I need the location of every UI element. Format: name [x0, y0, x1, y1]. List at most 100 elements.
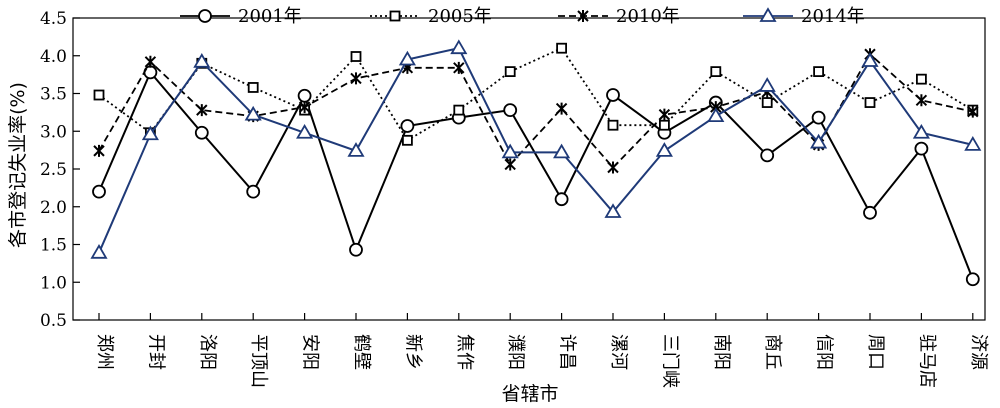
- point-1-10: [607, 119, 619, 131]
- x-tick-label-11: 三门峡: [659, 334, 680, 388]
- point-3-14: [810, 133, 828, 149]
- series-line-1: [98, 47, 974, 142]
- x-tick-label-3: 平顶山: [248, 334, 269, 388]
- legend-label-1: 2005年: [428, 6, 492, 27]
- y-tick-label-0: 0.5: [40, 311, 67, 331]
- x-tick-label-0: 郑州: [94, 334, 115, 370]
- point-2-17: [967, 105, 979, 118]
- x-tick-label-15: 周口: [865, 334, 886, 370]
- legend-marker-1: [389, 10, 401, 22]
- point-1-15: [864, 97, 876, 108]
- point-3-8: [501, 143, 519, 159]
- series-3: [90, 39, 982, 259]
- legend-marker-0: [198, 9, 212, 23]
- point-2-2: [196, 104, 208, 117]
- point-3-5: [347, 142, 365, 157]
- x-tick-label-14: 信阳: [814, 334, 835, 370]
- y-tick-label-6: 3.5: [40, 85, 67, 105]
- x-tick-label-16: 驻马店: [916, 334, 937, 388]
- point-2-16: [915, 94, 928, 107]
- point-0-2: [194, 125, 209, 140]
- y-tick-label-1: 1.0: [40, 273, 67, 293]
- y-tick-label-4: 2.5: [40, 160, 67, 180]
- axes: 0.5 1.0 1.5 2.0 2.5 3.0 3.5 4.0 4.5 郑州 开封 洛阳 平顶山 安阳 鹤壁…: [40, 9, 989, 388]
- point-3-2: [193, 53, 211, 68]
- point-3-1: [141, 125, 159, 141]
- point-1-13: [761, 97, 773, 108]
- point-1-16: [916, 73, 927, 85]
- point-1-9: [556, 42, 567, 54]
- legend-marker-3: [759, 7, 777, 22]
- point-1-5: [350, 51, 362, 62]
- y-tick-label-2: 1.5: [40, 236, 67, 256]
- point-1-11: [659, 119, 670, 131]
- point-0-0: [92, 184, 106, 199]
- point-0-13: [760, 148, 775, 163]
- point-3-7: [450, 39, 468, 55]
- point-3-13: [758, 77, 776, 92]
- y-tick-label-7: 4.0: [40, 47, 67, 67]
- series-line-2: [98, 52, 973, 169]
- x-tick-label-1: 开封: [145, 334, 166, 370]
- point-1-12: [710, 66, 722, 78]
- point-0-14: [811, 110, 826, 125]
- point-2-4: [298, 101, 311, 114]
- point-1-8: [504, 66, 516, 78]
- point-1-6: [401, 134, 413, 146]
- point-3-11: [655, 142, 673, 157]
- point-0-5: [349, 242, 363, 257]
- x-axis-title: 省辖市: [501, 383, 558, 405]
- point-3-16: [912, 123, 930, 139]
- point-3-17: [964, 136, 982, 151]
- point-3-9: [553, 143, 571, 159]
- point-3-15: [861, 52, 879, 67]
- point-0-10: [606, 88, 620, 102]
- x-tick-label-4: 安阳: [300, 334, 321, 370]
- series-0: [92, 65, 980, 287]
- point-3-3: [244, 105, 262, 121]
- point-0-8: [503, 103, 518, 118]
- point-1-0: [93, 89, 105, 101]
- x-tick-label-2: 洛阳: [197, 334, 218, 370]
- point-0-15: [863, 205, 877, 220]
- point-3-6: [398, 50, 416, 66]
- x-tick-label-12: 南阳: [711, 334, 732, 370]
- series-1: [93, 42, 979, 146]
- point-1-3: [247, 82, 259, 93]
- x-tick-label-17: 济源: [968, 334, 989, 370]
- point-3-12: [707, 107, 725, 123]
- point-0-3: [246, 184, 261, 199]
- x-tick-label-9: 许昌: [557, 334, 578, 370]
- legend: 2001年 2005年 2010年 2014年: [180, 6, 865, 27]
- point-2-7: [453, 61, 465, 74]
- point-0-1: [143, 65, 158, 80]
- point-2-1: [144, 55, 157, 68]
- legend-label-0: 2001年: [238, 6, 302, 27]
- x-tick-label-10: 漯河: [608, 334, 629, 370]
- point-0-17: [965, 272, 980, 287]
- point-3-4: [296, 123, 314, 139]
- point-3-10: [604, 203, 622, 218]
- x-tick-label-8: 濮阳: [505, 334, 526, 370]
- x-tick-label-6: 新乡: [402, 334, 423, 370]
- point-1-7: [453, 104, 465, 116]
- point-2-9: [555, 102, 568, 115]
- point-2-10: [607, 161, 619, 174]
- point-1-14: [813, 66, 824, 78]
- point-0-4: [297, 88, 312, 103]
- point-0-9: [554, 192, 569, 207]
- y-tick-label-5: 3.0: [40, 122, 67, 142]
- legend-marker-2: [577, 10, 589, 22]
- series-layer: [90, 39, 982, 287]
- x-tick-label-7: 焦作: [454, 334, 475, 370]
- y-tick-label-8: 4.5: [40, 9, 67, 29]
- legend-label-3: 2014年: [801, 6, 865, 27]
- y-axis-title: 各市登记失业率(%): [7, 82, 29, 248]
- point-2-11: [658, 108, 671, 121]
- point-0-16: [914, 141, 929, 156]
- series-line-3: [98, 47, 974, 254]
- x-tick-label-5: 鹤壁: [351, 334, 372, 370]
- legend-label-2: 2010年: [616, 6, 680, 27]
- point-0-6: [400, 119, 415, 133]
- point-2-0: [93, 144, 105, 157]
